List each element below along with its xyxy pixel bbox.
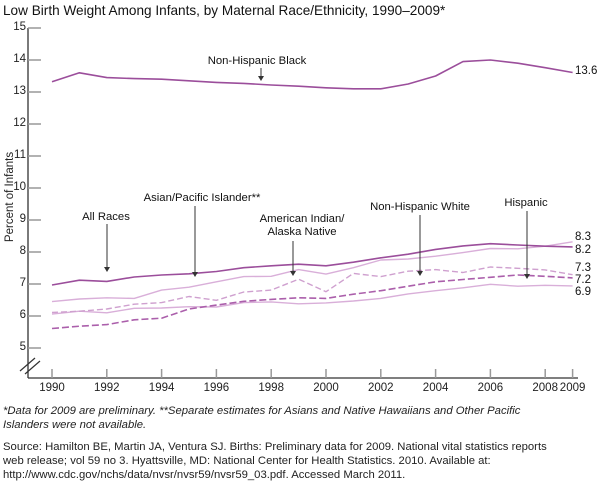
source-line-1: Source: Hamilton BE, Martin JA, Ventura … xyxy=(3,441,547,453)
x-tick-label: 2008 xyxy=(532,382,558,394)
series-annotation-label: Asian/Pacific Islander** xyxy=(143,192,261,204)
y-tick-label: 8 xyxy=(19,245,26,257)
y-tick-label: 10 xyxy=(13,181,26,193)
series-line-american-indian-alaska-native xyxy=(51,266,573,314)
end-value-label: 13.6 xyxy=(575,65,598,77)
footnote-line-1: *Data for 2009 are preliminary. **Separa… xyxy=(3,405,521,417)
end-value-label: 8.3 xyxy=(575,231,591,243)
series-annotation-label: All Races xyxy=(82,211,130,223)
x-tick-label: 1990 xyxy=(39,382,65,394)
x-tick-label: 2006 xyxy=(477,382,504,394)
x-tick-label: 1994 xyxy=(148,382,175,394)
annotation-arrowhead-icon xyxy=(258,76,264,81)
y-tick-label: 7 xyxy=(19,277,26,289)
series-line-asian-pacific-islander- xyxy=(51,241,573,303)
y-tick-label: 11 xyxy=(14,149,26,161)
annotation-arrowhead-icon xyxy=(104,267,110,272)
x-tick-label: 1998 xyxy=(258,382,284,394)
y-tick-label: 14 xyxy=(13,53,26,65)
series-annotation-label: Hispanic xyxy=(504,197,548,209)
x-tick-label: 2009 xyxy=(559,382,586,394)
source-line-3: http://www.cdc.gov/nchs/data/nvsr/nvsr59… xyxy=(3,469,406,481)
series-line-non-hispanic-black xyxy=(51,59,573,90)
end-value-label: 8.2 xyxy=(575,244,591,256)
y-tick-label: 13 xyxy=(13,85,26,97)
axis-break-icon xyxy=(24,360,41,375)
source-line-2: web release; vol 59 no 3. Hyattsville, M… xyxy=(3,455,491,467)
x-tick-label: 1992 xyxy=(94,382,120,394)
series-annotation-label: Non-Hispanic White xyxy=(370,201,470,213)
series-line-all-races xyxy=(51,242,573,286)
annotation-arrowhead-icon xyxy=(417,271,423,276)
y-axis-title: Percent of Infants xyxy=(4,151,16,243)
annotation-arrowhead-icon xyxy=(290,271,296,276)
x-tick-label: 2004 xyxy=(422,382,449,394)
footnote-line-2: Islanders were not available. xyxy=(3,419,147,431)
series-line-non-hispanic-white xyxy=(51,274,573,330)
y-tick-label: 12 xyxy=(13,117,26,129)
x-tick-label: 2000 xyxy=(313,382,339,394)
y-tick-label: 5 xyxy=(19,341,26,353)
y-tick-label: 6 xyxy=(19,309,26,321)
end-value-label: 6.9 xyxy=(575,286,591,298)
series-line-hispanic xyxy=(51,283,573,315)
x-tick-label: 1996 xyxy=(203,382,230,394)
series-annotation-label: American Indian/ Alaska Native xyxy=(259,213,345,238)
x-tick-label: 2002 xyxy=(368,382,394,394)
end-value-label: 7.2 xyxy=(575,274,591,286)
axis-break-icon xyxy=(19,357,36,372)
series-annotation-label: Non-Hispanic Black xyxy=(207,55,307,67)
annotation-arrowhead-icon xyxy=(524,274,530,279)
chart-title: Low Birth Weight Among Infants, by Mater… xyxy=(3,3,446,18)
annotation-arrowhead-icon xyxy=(192,272,198,277)
y-tick-label: 9 xyxy=(19,213,26,225)
y-tick-label: 15 xyxy=(13,21,26,33)
end-value-label: 7.3 xyxy=(575,262,591,274)
